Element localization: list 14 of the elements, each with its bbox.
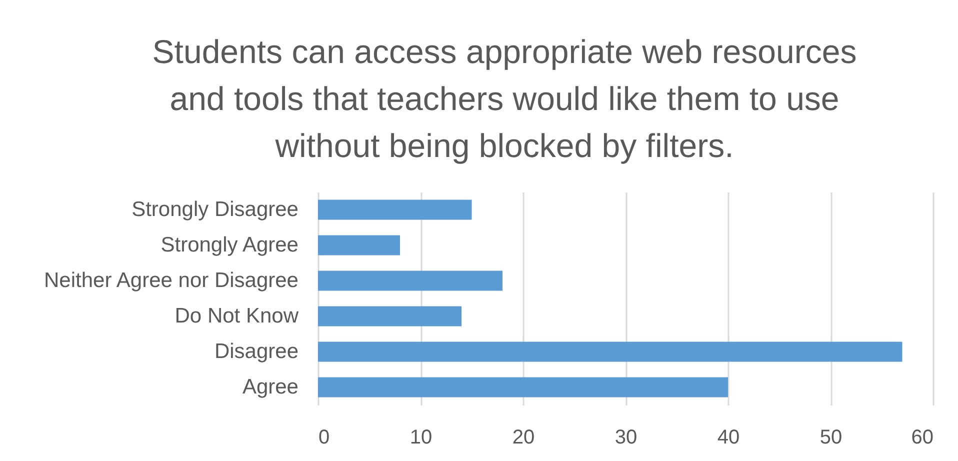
y-tick-label: Neither Agree nor Disagree [44,268,298,292]
x-tick-label: 40 [717,426,740,448]
chart-title: Students can access appropriate web resources and tools that teachers would like them to use without being blocked by filters. [152,33,857,164]
x-tick-label: 10 [410,426,432,448]
x-tick-label: 50 [820,426,842,448]
x-tick-label: 60 [911,426,934,448]
y-tick-label: Do Not Know [174,304,300,328]
x-tick-label: 20 [512,426,535,448]
y-tick-label: Agree [242,375,298,398]
y-tick-label: Disagree [214,340,298,363]
x-tick-label: 0 [318,426,330,448]
x-tick-label: 30 [614,426,638,448]
y-tick-label: Strongly Agree [160,233,298,256]
y-tick-label: Strongly Disagree [132,198,298,221]
